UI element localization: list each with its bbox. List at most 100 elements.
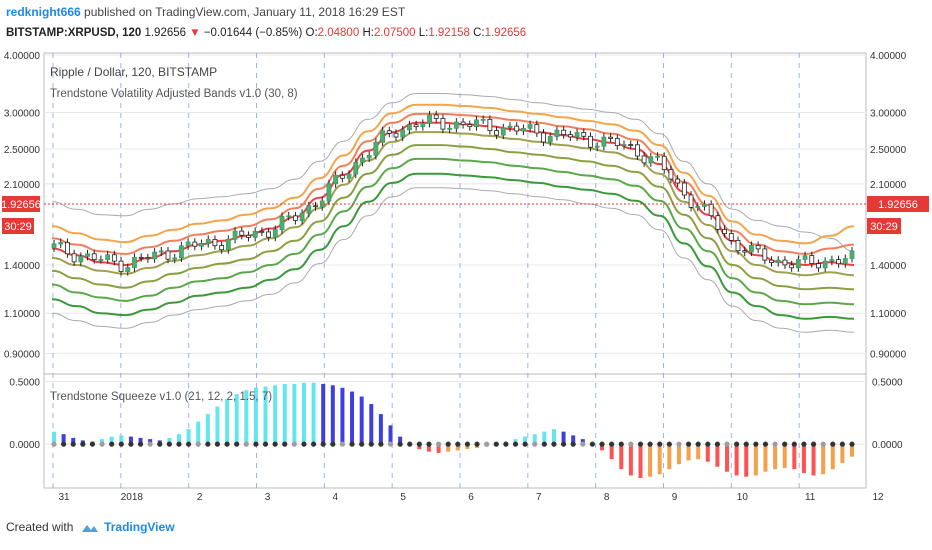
candle-body [574,132,580,138]
candle-body [333,174,339,185]
price-tick-left: 2.50000 [4,145,41,156]
squeeze-bar [292,384,297,445]
candle-body [802,255,808,260]
open-value: 2.04800 [317,27,360,39]
squeeze-bar [359,396,364,445]
squeeze-bar [369,404,374,445]
squeeze-dot [109,441,115,447]
candle-body [601,136,607,147]
candle-body [547,136,553,143]
squeeze-dot [762,441,769,447]
price-tick-left: 1.40000 [4,261,41,272]
squeeze-bar [436,444,441,453]
squeeze-bar [840,444,845,463]
squeeze-dot [99,441,105,447]
squeeze-bar [571,435,576,445]
candle-body [782,259,788,266]
candle-body [755,245,761,250]
squeeze-dot [397,441,403,447]
countdown-tag-left-text: 30:29 [4,221,32,233]
candle-body [749,245,754,253]
squeeze-bar [850,444,854,457]
squeeze-bar [542,431,547,445]
band-line-0 [51,93,855,252]
squeeze-tick-right: 0.0000 [872,440,903,451]
squeeze-dot [522,441,528,447]
last-price-tag-right [867,196,929,212]
candle-body [641,155,647,164]
candle-body [500,127,506,136]
candle-body [225,238,231,251]
candle-body [635,144,640,157]
squeeze-bar [532,434,537,445]
candle-body [614,138,620,146]
price-tick-right: 1.10000 [870,309,907,320]
candle-body [534,124,540,134]
squeeze-bar [128,436,133,445]
candle-body [286,215,292,218]
squeeze-dot [51,441,57,447]
date-tick: 9 [672,492,678,503]
squeeze-dot [435,441,442,447]
candle-body [447,127,453,130]
candle-body [125,267,131,272]
date-tick: 31 [58,492,70,503]
candle-body [816,263,821,269]
squeeze-bar [753,444,758,476]
squeeze-bar [773,444,778,470]
squeeze-bar [551,429,556,445]
published-text: published on TradingView.com, January 11… [84,5,406,19]
last-price-tag-right-text: 1.92656 [878,199,918,211]
squeeze-bar [782,444,787,468]
candle-body [239,230,245,236]
squeeze-bar [350,391,355,445]
publisher-username[interactable]: redknight666 [6,5,81,19]
candle-body [453,121,459,129]
candle-body [742,250,748,253]
candle-body [487,118,493,131]
squeeze-dot [657,441,663,447]
squeeze-bar [378,414,383,445]
squeeze-dot [589,441,596,447]
squeeze-bar [253,387,258,445]
squeeze-dot [301,441,307,447]
squeeze-dot [503,441,509,447]
squeeze-dot [801,441,807,447]
band-line-6 [51,157,855,306]
squeeze-dot [464,441,471,447]
candle-body [728,233,734,241]
date-tick: 6 [468,492,474,503]
last-price-tag-left [2,196,40,212]
price-tick-left: 0.90000 [4,349,41,360]
squeeze-dot [580,441,586,447]
squeeze-bar [734,444,739,476]
candle-body [266,231,271,238]
squeeze-dot [714,441,720,447]
ticker-symbol[interactable]: BITSTAMP:XRPUSD, 120 [6,27,142,39]
squeeze-dot [512,441,519,447]
candle-body [145,257,151,260]
squeeze-dot [734,441,740,447]
squeeze-bar [321,384,326,445]
candle-body [85,253,90,257]
candle-body [185,241,191,247]
squeeze-dot [262,441,269,447]
squeeze-dot [618,441,624,447]
volatility-bands [51,93,855,333]
candle-body [427,114,432,124]
candle-body [138,256,144,259]
tradingview-brand[interactable]: TradingView [104,520,175,534]
candle-body [132,256,137,269]
squeeze-bar [811,444,816,476]
squeeze-dot [455,441,461,447]
squeeze-dot [416,441,422,447]
squeeze-bar [119,435,124,445]
squeeze-dot [772,441,778,447]
squeeze-bar [657,444,662,475]
squeeze-dot [147,441,153,447]
candle-body [514,125,520,132]
candle-body [400,129,406,138]
band-line-1 [51,121,855,267]
squeeze-dot [205,441,211,447]
